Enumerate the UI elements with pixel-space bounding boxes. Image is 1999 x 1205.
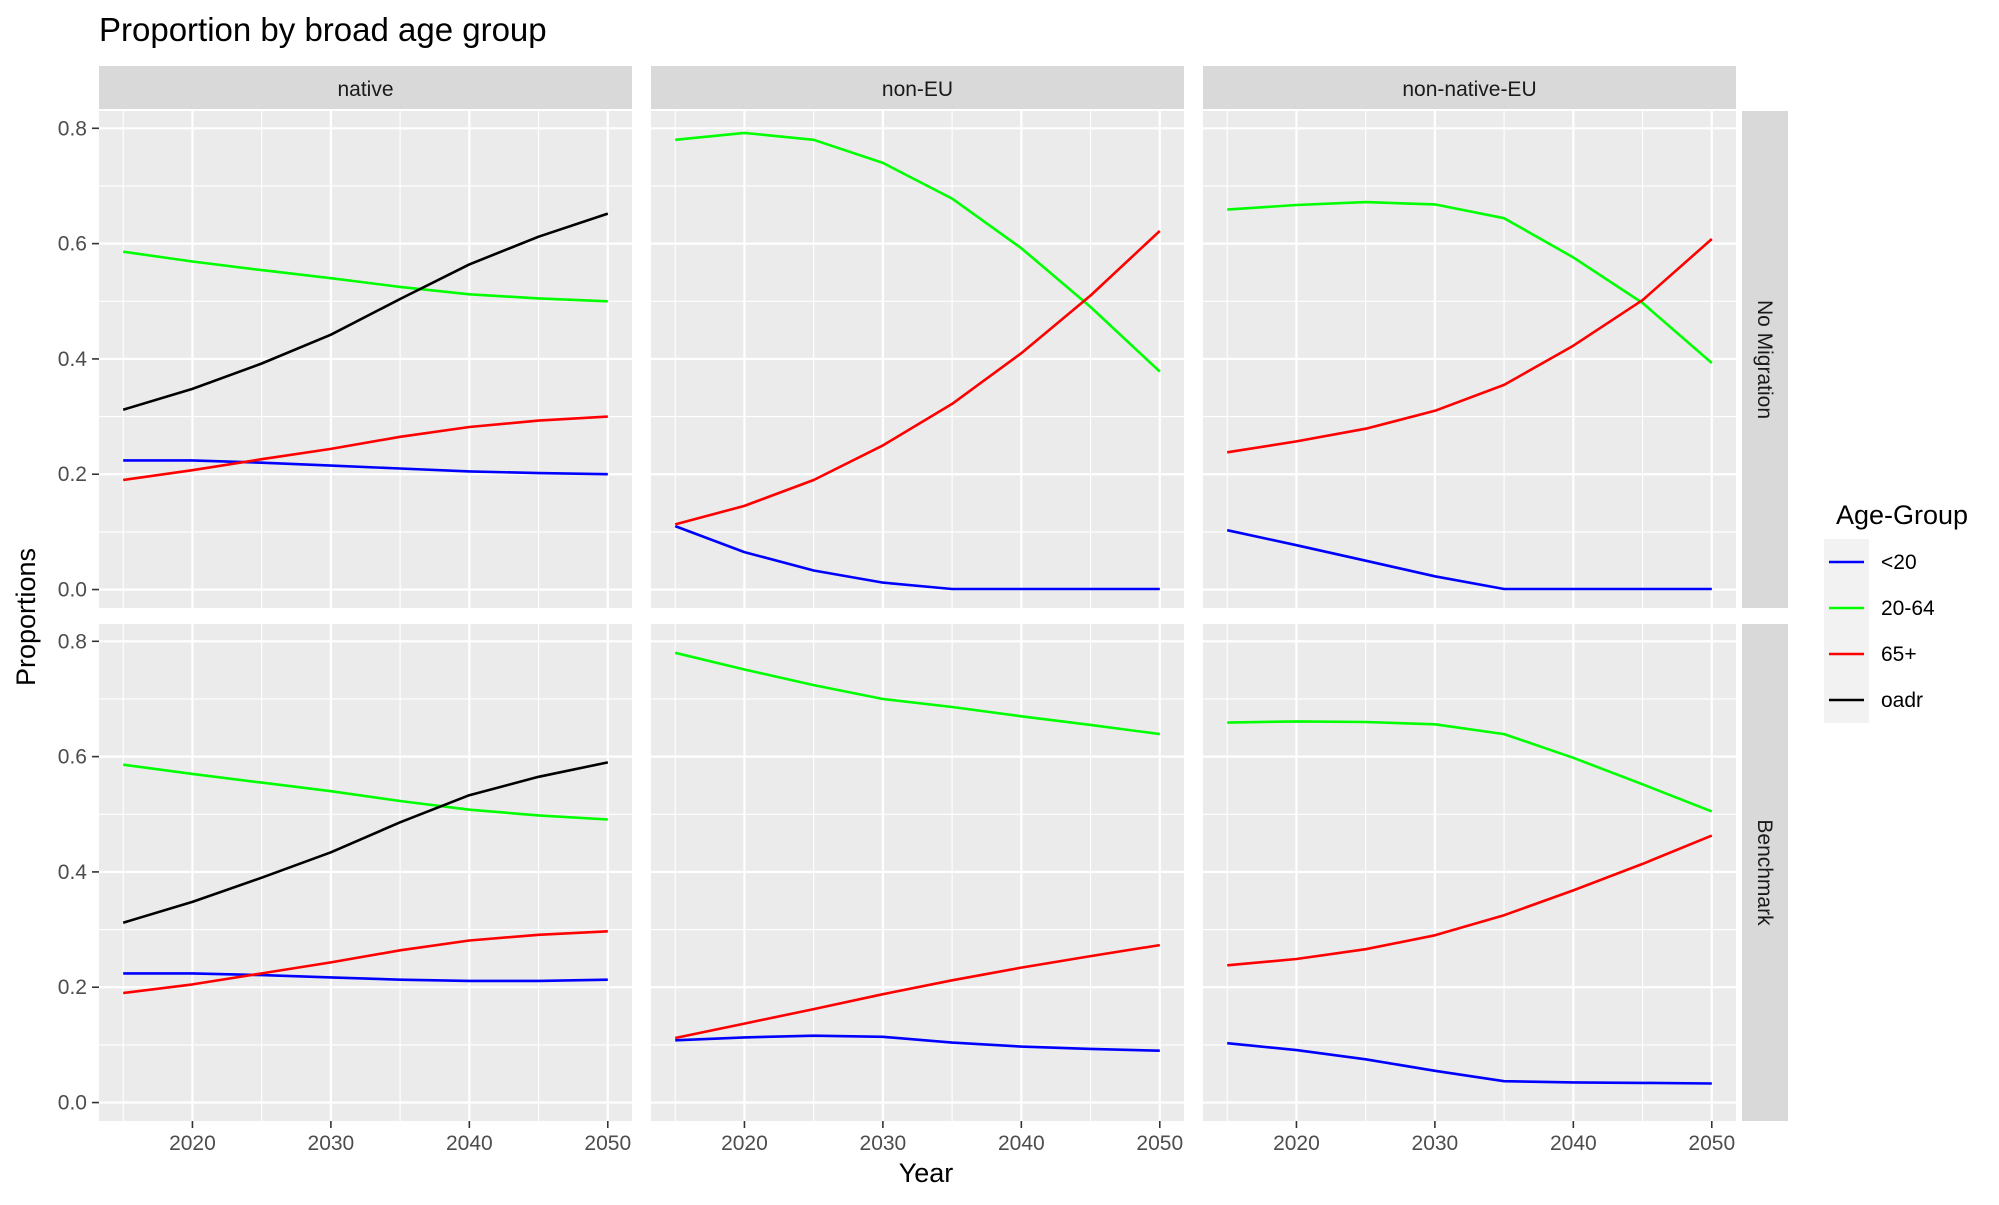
series-line-65+ (1226, 238, 1713, 454)
x-tick-label: 2040 (998, 1132, 1045, 1155)
chart-title: Proportion by broad age group (99, 11, 547, 48)
row-strip-benchmark (1742, 624, 1788, 1121)
facet-strip-label: non-EU (882, 78, 953, 101)
panel-native-no-migration (99, 111, 632, 608)
x-axis-title: Year (899, 1158, 954, 1188)
series-line-20-64 (123, 763, 608, 821)
series-line-<20 (123, 972, 608, 983)
series-line-65+ (1227, 834, 1713, 967)
y-tick-label: 0.2 (58, 463, 87, 486)
facet-panels: native non-EU non-native-EU No Migration Ben… (58, 66, 1788, 1155)
facet-strip-native (99, 66, 632, 109)
panel-non-native-EU-no-migration (1203, 111, 1736, 608)
legend: Age-Group <20 20-64 65+ oadr (1824, 500, 1968, 723)
y-tick-label: 0.8 (58, 630, 87, 653)
series-line-20-64 (675, 131, 1161, 373)
legend-title: Age-Group (1836, 500, 1968, 530)
x-tick-label: 2040 (446, 1132, 493, 1155)
y-tick-label: 0.6 (58, 746, 87, 769)
x-tick-label: 2050 (1136, 1132, 1183, 1155)
x-tick-label: 2030 (1412, 1132, 1459, 1155)
panel-non-native-EU-benchmark (1203, 624, 1736, 1121)
legend-entry-label: 65+ (1881, 643, 1917, 666)
series-line-<20 (675, 1034, 1160, 1052)
x-tick-label: 2050 (1688, 1132, 1735, 1155)
series-line-65+ (123, 930, 608, 995)
x-tick-label: 2020 (169, 1132, 216, 1155)
y-tick-label: 0.2 (58, 976, 87, 999)
y-axis-title: Proportions (11, 548, 41, 686)
x-tick-label: 2040 (1550, 1132, 1597, 1155)
x-tick-label: 2030 (308, 1132, 355, 1155)
series-line-20-64 (1227, 200, 1713, 364)
series-line-oadr (122, 761, 609, 924)
facet-strip-non-native-EU (1203, 66, 1736, 109)
facet-strip-non-EU (651, 66, 1184, 109)
legend-entry-label: <20 (1881, 551, 1917, 574)
series-line-65+ (123, 415, 608, 482)
panel-native-benchmark (99, 624, 632, 1121)
series-line-oadr (122, 212, 609, 411)
row-strip-no-migration (1742, 111, 1788, 608)
y-tick-label: 0.8 (58, 117, 87, 140)
panel-non-EU-no-migration (651, 111, 1184, 608)
y-tick-label: 0.0 (58, 579, 87, 602)
x-tick-label: 2030 (860, 1132, 907, 1155)
legend-entry-label: oadr (1881, 689, 1923, 712)
facet-strip-label: non-native-EU (1402, 78, 1536, 101)
y-tick-label: 0.4 (58, 861, 88, 884)
x-tick-label: 2050 (584, 1132, 631, 1155)
row-strip-label: Benchmark (1753, 819, 1776, 926)
row-strip-label: No Migration (1753, 300, 1776, 419)
x-tick-label: 2020 (721, 1132, 768, 1155)
facet-strip-label: native (337, 78, 393, 101)
y-tick-label: 0.0 (58, 1092, 87, 1115)
y-tick-label: 0.4 (58, 348, 88, 371)
legend-entry-label: 20-64 (1881, 597, 1935, 620)
series-line-65+ (674, 943, 1161, 1040)
series-line-<20 (1226, 528, 1712, 591)
series-line-20-64 (674, 651, 1160, 736)
series-line-<20 (1227, 1041, 1712, 1085)
series-line-<20 (123, 459, 608, 476)
y-tick-label: 0.6 (58, 233, 87, 256)
series-line-20-64 (1227, 720, 1713, 813)
series-line-65+ (674, 229, 1161, 526)
panel-non-EU-benchmark (651, 624, 1184, 1121)
series-line-20-64 (123, 250, 608, 303)
x-tick-label: 2020 (1273, 1132, 1320, 1155)
series-line-<20 (674, 524, 1160, 591)
